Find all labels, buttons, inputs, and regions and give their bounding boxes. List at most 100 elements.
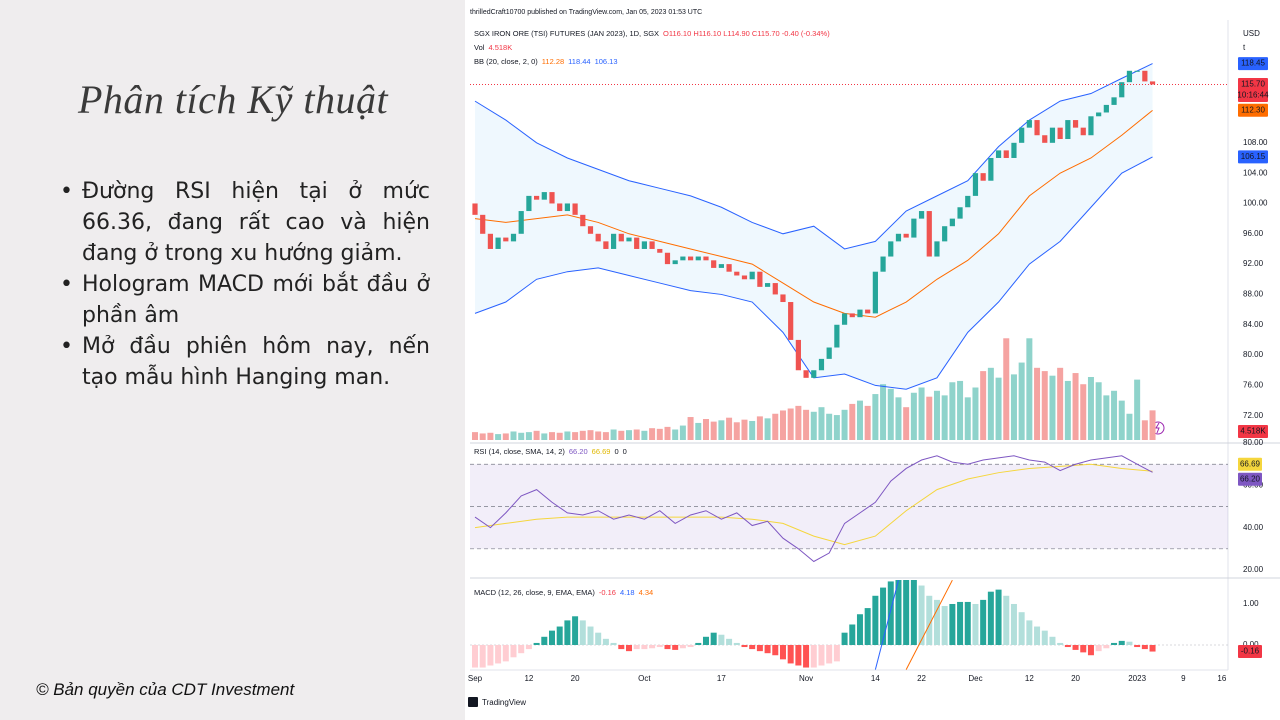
volume-bar bbox=[548, 432, 555, 440]
macd-value: -0.16 bbox=[598, 588, 616, 597]
volume-bar bbox=[502, 433, 509, 440]
price-label-box bbox=[1238, 103, 1268, 117]
volume-bar bbox=[749, 420, 756, 440]
macd-hist-bar bbox=[795, 644, 802, 666]
volume-bar bbox=[1111, 390, 1118, 440]
vol-value: 4.518K bbox=[488, 43, 513, 52]
vol-name: Vol bbox=[474, 43, 485, 52]
candle-body bbox=[926, 211, 932, 257]
bb-upper bbox=[474, 63, 1153, 250]
macd-hist-bar bbox=[610, 642, 617, 645]
volume-bar bbox=[949, 382, 956, 440]
volume-bar bbox=[1010, 374, 1017, 440]
volume-bar bbox=[718, 420, 725, 440]
candle-body bbox=[641, 241, 647, 249]
candle-body bbox=[980, 173, 986, 181]
x-tick-label: 16 bbox=[1217, 674, 1226, 683]
x-tick-label: 22 bbox=[917, 674, 926, 683]
volume-bar bbox=[910, 392, 917, 440]
macd-hist-bar bbox=[1141, 644, 1148, 650]
candle-body bbox=[610, 233, 617, 249]
bb-value: 106.13 bbox=[594, 57, 618, 66]
macd-hist-bar bbox=[1041, 630, 1048, 645]
candle-body bbox=[664, 252, 671, 265]
candle-body bbox=[1072, 120, 1079, 128]
volume-bar bbox=[764, 418, 771, 440]
candle-body bbox=[903, 233, 909, 238]
bullet-list: Đường RSI hiện tại ở mức 66.36, đang rất… bbox=[60, 176, 430, 393]
volume-bar bbox=[779, 410, 786, 440]
y-tick-label: 80.00 bbox=[1243, 438, 1264, 447]
candle-body bbox=[972, 173, 979, 196]
y-tick-label: 104.00 bbox=[1243, 168, 1268, 177]
volume-bar bbox=[641, 430, 648, 440]
rsi-name: RSI (14, close, SMA, 14, 2) bbox=[474, 447, 565, 456]
macd-hist-bar bbox=[625, 644, 632, 652]
candle-body bbox=[772, 283, 778, 295]
x-tick-label: Oct bbox=[638, 674, 651, 683]
candle-body bbox=[472, 203, 478, 215]
volume-label-box bbox=[1238, 425, 1268, 438]
volume-bar bbox=[587, 430, 594, 440]
macd-hist-bar bbox=[679, 644, 686, 649]
macd-name: MACD (12, 26, close, 9, EMA, EMA) bbox=[474, 588, 595, 597]
macd-hist-bar bbox=[756, 644, 763, 652]
volume-bar bbox=[803, 409, 810, 440]
candle-body bbox=[965, 195, 971, 208]
x-tick-label: 20 bbox=[1071, 674, 1080, 683]
candle-body bbox=[895, 233, 902, 242]
candle-body bbox=[811, 370, 817, 378]
macd-hist-bar bbox=[1034, 626, 1041, 645]
slide-title: Phân tích Kỹ thuật bbox=[78, 77, 389, 122]
candle-body bbox=[695, 256, 701, 261]
volume-bar bbox=[687, 417, 694, 440]
candle-body bbox=[1057, 127, 1063, 140]
macd-hist-bar bbox=[495, 644, 502, 664]
volume-bar bbox=[964, 397, 971, 440]
macd-hist-bar bbox=[779, 644, 786, 660]
candle-body bbox=[949, 218, 955, 227]
macd-value: 4.34 bbox=[638, 588, 654, 597]
candle-body bbox=[1134, 70, 1140, 72]
copyright: © Bản quyền của CDT Investment bbox=[36, 680, 295, 699]
y-tick-label: 20.00 bbox=[1243, 565, 1264, 574]
candle-body bbox=[1142, 70, 1148, 82]
macd-hist-bar bbox=[687, 644, 694, 648]
macd-hist-bar bbox=[856, 614, 863, 645]
volume-bar bbox=[841, 409, 848, 440]
macd-hist-bar bbox=[749, 644, 756, 650]
macd-hist-bar bbox=[826, 644, 833, 664]
macd-hist-bar bbox=[849, 624, 856, 645]
legend-volume: Vol 4.518K bbox=[474, 43, 516, 52]
x-tick-label: Dec bbox=[968, 674, 982, 683]
macd-hist-bar bbox=[548, 630, 555, 645]
pane bbox=[470, 455, 1228, 563]
volume-bar bbox=[864, 405, 871, 440]
macd-value: 4.18 bbox=[619, 588, 635, 597]
candle-body bbox=[911, 218, 917, 238]
volume-bar bbox=[903, 407, 910, 440]
volume-bar bbox=[926, 396, 933, 440]
volume-bar bbox=[556, 432, 563, 440]
volume-bar bbox=[518, 432, 525, 440]
candle-body bbox=[780, 294, 786, 303]
x-tick-label: Nov bbox=[799, 674, 813, 683]
macd-hist-bar bbox=[1103, 644, 1110, 649]
macd-hist-bar bbox=[1149, 644, 1156, 652]
price-label: 106.15 bbox=[1241, 152, 1266, 161]
candle-body bbox=[703, 256, 709, 261]
volume-bar bbox=[702, 419, 709, 440]
rsi-sma bbox=[474, 463, 1153, 546]
volume-bar bbox=[533, 430, 540, 440]
volume-bar bbox=[625, 430, 632, 440]
x-tick-label: 9 bbox=[1181, 674, 1186, 683]
volume-bar bbox=[572, 432, 579, 440]
candle-body bbox=[865, 309, 871, 314]
candle-body bbox=[603, 241, 609, 249]
macd-label: -0.16 bbox=[1241, 647, 1260, 656]
volume-bar bbox=[995, 377, 1002, 440]
macd-hist-bar bbox=[1095, 644, 1102, 652]
candle-body bbox=[841, 313, 848, 325]
macd-hist-bar bbox=[572, 616, 579, 645]
